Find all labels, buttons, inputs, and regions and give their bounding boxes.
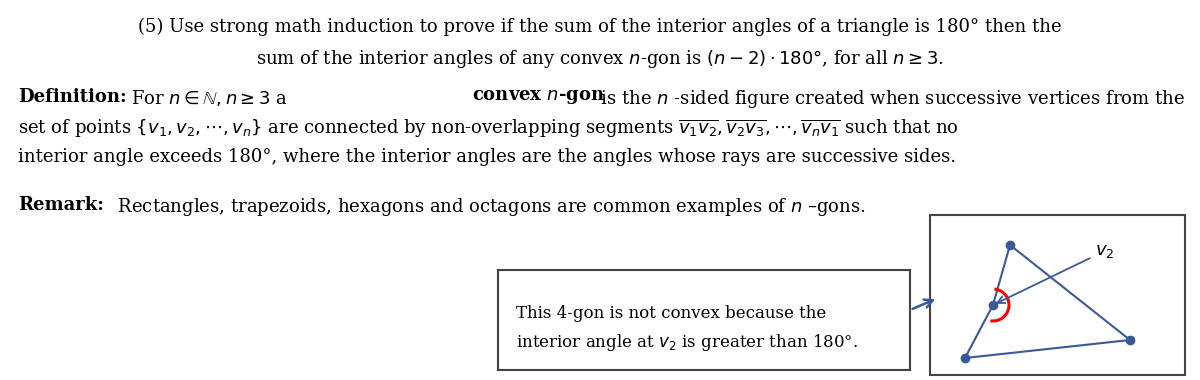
Text: set of points $\{v_1, v_2, \cdots, v_n\}$ are connected by non-overlapping segme: set of points $\{v_1, v_2, \cdots, v_n\}… [18, 118, 959, 141]
Text: convex $n$-gon: convex $n$-gon [472, 88, 605, 106]
Text: This 4-gon is not convex because the: This 4-gon is not convex because the [516, 305, 827, 322]
Bar [930, 215, 1186, 375]
Text: sum of the interior angles of any convex $n$-gon is $(n - 2) \cdot 180°$, for al: sum of the interior angles of any convex… [256, 48, 944, 70]
Text: interior angle exceeds 180°, where the interior angles are the angles whose rays: interior angle exceeds 180°, where the i… [18, 148, 956, 166]
Text: Remark:: Remark: [18, 196, 104, 214]
Text: Rectangles, trapezoids, hexagons and octagons are common examples of $n$ –gons.: Rectangles, trapezoids, hexagons and oct… [112, 196, 865, 218]
Text: $v_2$: $v_2$ [997, 242, 1115, 303]
Text: interior angle at $v_2$ is greater than 180°.: interior angle at $v_2$ is greater than … [516, 332, 858, 353]
Text: is the $n$ -sided figure created when successive vertices from the: is the $n$ -sided figure created when su… [595, 88, 1184, 110]
Text: For $n \in \mathbb{N}, n \geq 3$ a: For $n \in \mathbb{N}, n \geq 3$ a [131, 88, 288, 108]
Text: (5) Use strong math induction to prove if the sum of the interior angles of a tr: (5) Use strong math induction to prove i… [138, 18, 1062, 36]
Text: Definition:: Definition: [18, 88, 127, 106]
Bar [498, 270, 910, 370]
